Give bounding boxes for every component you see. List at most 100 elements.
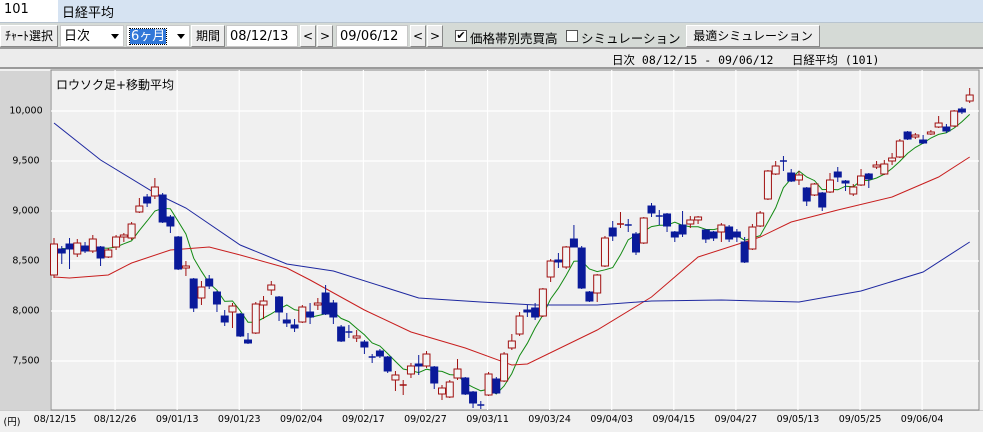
candle-body <box>360 341 369 348</box>
candle-body <box>748 226 757 250</box>
end-next-button[interactable]: > <box>427 25 443 47</box>
candle-body <box>329 302 338 318</box>
x-tick-label: 09/01/23 <box>217 414 261 425</box>
candle-body <box>701 229 710 240</box>
candle-body <box>903 131 912 140</box>
span-select[interactable]: 6ヶ月 <box>126 25 190 47</box>
x-tick-label: 08/12/15 <box>33 414 77 425</box>
candle-body <box>787 172 796 182</box>
candle-body <box>143 196 152 204</box>
chevron-down-icon[interactable] <box>111 34 119 39</box>
title-bar: 101 日経平均 <box>0 0 983 23</box>
candle-body <box>763 170 772 200</box>
candle-body <box>569 238 578 248</box>
candle-body <box>709 231 718 239</box>
candle-body <box>546 260 555 278</box>
span-value: 6ヶ月 <box>128 28 168 45</box>
candle-body <box>950 110 959 127</box>
candle-body <box>228 305 237 313</box>
x-tick-label: 09/02/17 <box>342 414 385 425</box>
candle-body <box>632 233 640 253</box>
candle-body <box>181 265 190 269</box>
stock-name: 日経平均 <box>62 6 115 21</box>
chart-select-button[interactable]: ﾁｬｰﾄ選択 <box>0 25 58 47</box>
start-next-button[interactable]: > <box>317 25 333 47</box>
candle-body <box>383 356 392 372</box>
candle-body <box>422 353 431 367</box>
candle-body <box>445 381 454 398</box>
moving-average-long <box>53 122 970 306</box>
moving-average-mid <box>53 156 970 366</box>
candle-body <box>306 311 315 318</box>
candle-body <box>220 315 229 323</box>
candle-body <box>313 302 322 306</box>
y-tick-label: 8,000 <box>12 305 40 317</box>
candle-body <box>872 164 881 168</box>
candle-body <box>57 248 66 254</box>
optimal-simulation-button[interactable]: 最適シミュレーション <box>686 25 820 47</box>
start-date-input[interactable]: 08/12/13 <box>226 25 298 47</box>
candle-body <box>96 246 105 259</box>
end-prev-button[interactable]: < <box>410 25 426 47</box>
candle-body <box>469 391 478 404</box>
candle-body <box>492 378 501 394</box>
stock-code-input[interactable]: 101 <box>0 0 58 22</box>
unit-label: (円) <box>3 417 21 428</box>
chevron-down-icon[interactable] <box>177 34 185 39</box>
info-text: 日次 08/12/15 - 09/06/12 日経平均 (101) <box>612 53 880 67</box>
candle-body <box>189 278 198 309</box>
candle-body <box>73 242 82 255</box>
y-tick-label: 10,000 <box>9 105 43 117</box>
candle-body <box>756 212 765 227</box>
candle-body <box>957 108 966 113</box>
interval-value: 日次 <box>64 29 91 44</box>
period-button[interactable]: 期間 <box>191 25 225 47</box>
candle-body <box>119 234 128 238</box>
candle-body <box>965 94 974 102</box>
volume-by-price-checkbox[interactable]: ✔ <box>455 29 467 42</box>
candle-body <box>438 387 446 395</box>
end-date-input[interactable]: 09/06/12 <box>336 25 408 47</box>
candle-body <box>864 173 873 180</box>
candle-body <box>670 231 679 238</box>
y-tick-label: 7,500 <box>12 355 40 367</box>
candle-body <box>585 291 594 302</box>
candle-body <box>849 186 858 195</box>
candle-body <box>267 284 276 291</box>
candle-body <box>717 224 726 233</box>
candle-body <box>833 171 842 178</box>
x-tick-label: 08/12/26 <box>93 414 137 425</box>
simulation-checkbox[interactable] <box>566 30 578 42</box>
interval-select[interactable]: 日次 <box>60 25 124 47</box>
candle-body <box>337 326 346 342</box>
candle-body <box>888 157 897 162</box>
candle-body <box>321 292 330 315</box>
start-prev-button[interactable]: < <box>300 25 316 47</box>
candle-body <box>686 219 695 225</box>
candle-body <box>50 243 58 276</box>
candle-body <box>500 353 509 382</box>
candle-body <box>104 249 113 258</box>
candle-body <box>725 226 734 240</box>
candle-body <box>554 259 563 263</box>
info-bar: 日次 08/12/15 - 09/06/12 日経平均 (101) <box>0 49 983 69</box>
x-tick-label: 09/05/13 <box>776 414 820 425</box>
candle-body <box>251 303 260 334</box>
candle-body <box>562 246 571 268</box>
y-tick-label: 9,500 <box>12 155 40 167</box>
candle-body <box>608 227 617 237</box>
candle-body <box>934 122 943 128</box>
x-tick-label: 09/06/04 <box>900 414 944 425</box>
candle-body <box>919 139 928 144</box>
candle-body <box>663 213 672 227</box>
y-axis-panel <box>0 71 50 411</box>
candle-body <box>65 243 74 250</box>
candle-body <box>275 296 284 313</box>
chart-title: ロウソク足+移動平均 <box>56 78 175 92</box>
candle-body <box>236 313 245 337</box>
candle-body <box>112 236 121 248</box>
x-tick-label: 09/04/15 <box>652 414 696 425</box>
candle-body <box>205 278 214 287</box>
candle-body <box>531 307 540 318</box>
